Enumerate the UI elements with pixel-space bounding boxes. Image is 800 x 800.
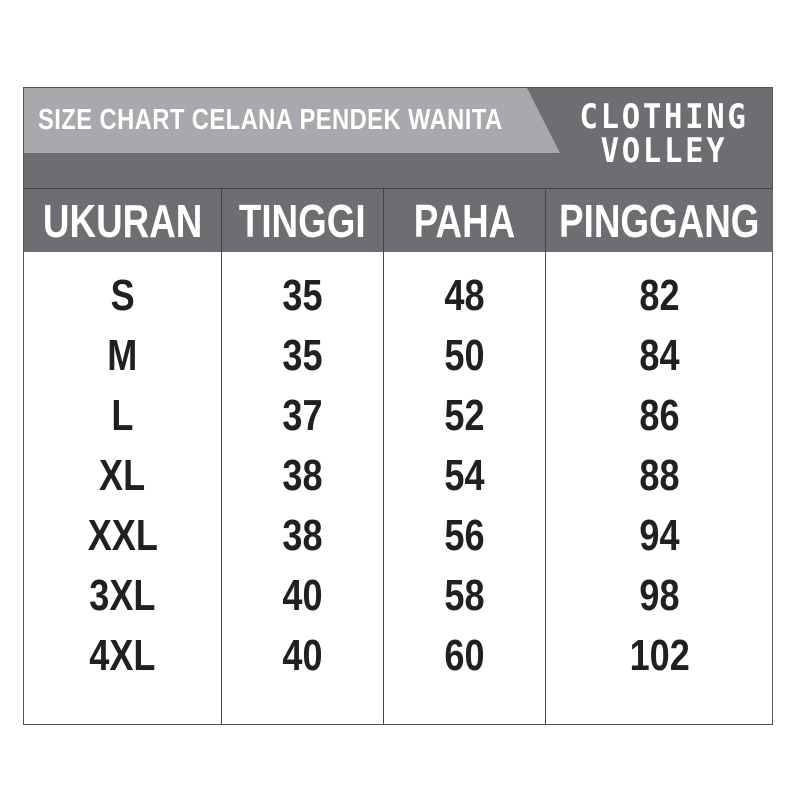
table-cell: 84 [639,331,680,380]
table-cell: 40 [282,631,323,680]
table-cell: 38 [282,511,323,560]
table-cell: 94 [639,511,680,560]
chart-title: SIZE CHART CELANA PENDEK WANITA [38,104,503,136]
table-cell: 35 [282,271,323,320]
table-cell: 4XL [89,631,156,680]
table-cell: 3XL [89,571,156,620]
header-ukuran: UKURAN [24,188,221,252]
column-ukuran: S M L XL XXL 3XL 4XL [24,251,221,686]
table-cell: 88 [639,451,680,500]
table-cell: 60 [444,631,485,680]
column-divider [545,188,546,724]
size-chart: SIZE CHART CELANA PENDEK WANITA CLOTHING… [23,87,773,725]
table-cell: S [110,271,135,320]
table-cell: 48 [444,271,485,320]
logo-line-1: CLOTHING [579,97,749,137]
title-banner: SIZE CHART CELANA PENDEK WANITA [24,88,560,153]
table-cell: 102 [629,631,690,680]
table-cell: XL [99,451,146,500]
column-divider [383,188,384,724]
table-cell: M [107,331,138,380]
header-tinggi: TINGGI [222,188,383,252]
table-cell: 98 [639,571,680,620]
column-paha: 48 50 52 54 56 58 60 [384,251,545,686]
logo-line-2: VOLLEY [600,131,728,171]
table-cell: 52 [444,391,485,440]
column-tinggi: 35 35 37 38 38 40 40 [222,251,383,686]
header-paha: PAHA [384,188,545,252]
brand-logo: CLOTHING VOLLEY [570,100,759,168]
table-cell: 38 [282,451,323,500]
table-cell: 54 [444,451,485,500]
table-cell: 35 [282,331,323,380]
table-cell: 56 [444,511,485,560]
table-cell: 82 [639,271,680,320]
column-divider [221,188,222,724]
table-cell: 37 [282,391,323,440]
header-pinggang: PINGGANG [546,188,773,252]
column-pinggang: 82 84 86 88 94 98 102 [546,251,773,686]
table-cell: 86 [639,391,680,440]
title-band: SIZE CHART CELANA PENDEK WANITA CLOTHING… [24,88,772,188]
table-cell: 58 [444,571,485,620]
table-cell: XXL [87,511,158,560]
table-cell: 50 [444,331,485,380]
table-cell: 40 [282,571,323,620]
table-cell: L [111,391,134,440]
